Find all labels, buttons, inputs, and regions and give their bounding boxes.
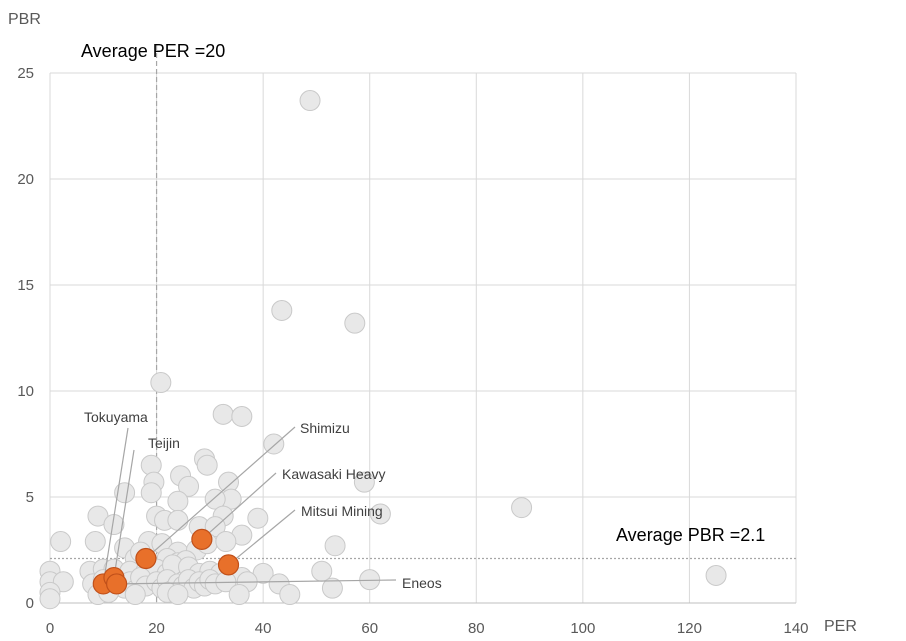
scatter-point	[321, 577, 343, 599]
y-axis-title: PBR	[8, 11, 41, 28]
scatter-point	[299, 90, 321, 112]
scatter-point	[140, 482, 162, 504]
scatter-point	[344, 312, 366, 334]
highlight-label: Eneos	[402, 575, 442, 591]
y-tick-label: 10	[17, 383, 34, 400]
average-per-label: Average PER =20	[81, 41, 225, 61]
x-tick-label: 20	[148, 620, 165, 637]
x-tick-label: 80	[468, 620, 485, 637]
x-tick-label: 60	[361, 620, 378, 637]
scatter-point	[228, 584, 250, 606]
scatter-point	[50, 531, 72, 553]
scatter-point	[84, 531, 106, 553]
scatter-point	[167, 584, 189, 606]
leader-line	[113, 449, 135, 578]
grid	[49, 72, 797, 604]
scatter-point	[39, 588, 61, 610]
x-tick-label: 140	[783, 620, 808, 637]
scatter-point	[324, 535, 346, 557]
x-tick-label: 0	[46, 620, 54, 637]
scatter-point	[263, 433, 285, 455]
x-tick-label: 120	[677, 620, 702, 637]
scatter-point	[369, 503, 391, 525]
scatter-point	[705, 564, 727, 586]
scatter-point	[311, 560, 333, 582]
x-tick-label: 40	[255, 620, 272, 637]
scatter-point	[279, 584, 301, 606]
highlight-point	[191, 528, 213, 551]
y-tick-label: 20	[17, 171, 34, 188]
leader-line	[228, 509, 296, 566]
scatter-point	[511, 497, 533, 519]
leader-lines	[102, 426, 397, 585]
scatter-point	[231, 405, 253, 427]
tick-labels: 0 20 40 60 80 100 120 140 0 5 10 15 20 25	[17, 65, 808, 637]
scatter-point	[215, 531, 237, 553]
leader-line	[102, 427, 129, 585]
highlight-label: Mitsui Mining	[301, 503, 383, 519]
scatter-point	[247, 507, 269, 529]
scatter-point	[271, 299, 293, 321]
scatter-point	[124, 584, 146, 606]
highlight-point	[217, 554, 240, 576]
highlight-label: Kawasaki Heavy	[282, 466, 386, 482]
highlight-points	[92, 528, 240, 595]
y-tick-label: 15	[17, 277, 34, 294]
leader-line	[201, 472, 277, 540]
average-pbr-label: Average PBR =2.1	[616, 525, 765, 545]
scatter-point	[178, 475, 200, 497]
scatter-point	[212, 403, 234, 425]
highlight-point	[106, 573, 128, 595]
y-tick-label: 0	[26, 595, 34, 612]
x-axis-title: PER	[824, 618, 857, 635]
scatter-point	[353, 471, 375, 493]
scatter-point	[167, 509, 189, 531]
scatter-point	[114, 482, 136, 504]
scatter-point	[204, 488, 226, 510]
scatter-point	[196, 454, 218, 476]
highlight-label: Shimizu	[300, 420, 350, 436]
scatter-point	[167, 490, 189, 512]
leader-line	[145, 426, 296, 559]
scatter-point	[150, 372, 172, 394]
y-tick-label: 5	[26, 489, 34, 506]
leader-line	[116, 579, 397, 585]
y-tick-label: 25	[17, 65, 34, 82]
x-tick-label: 100	[570, 620, 595, 637]
highlight-point	[135, 547, 157, 570]
highlight-label: Tokuyama	[84, 409, 148, 425]
highlight-label: Teijin	[148, 435, 180, 451]
